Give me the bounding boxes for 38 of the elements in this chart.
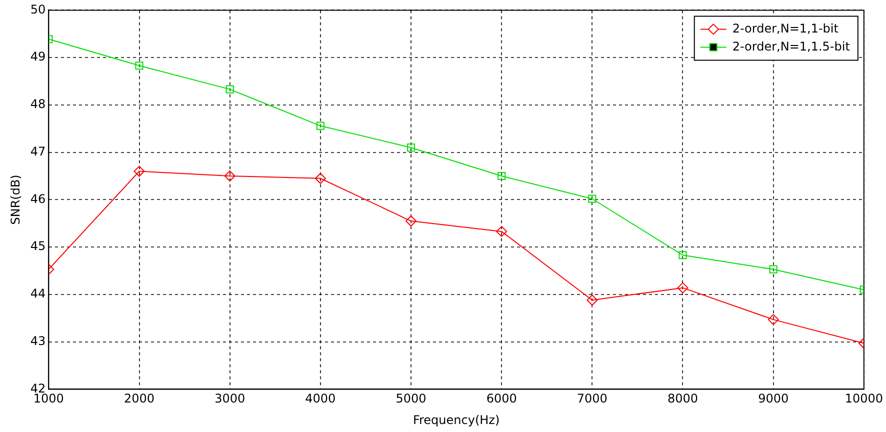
x-tick-label: 7000 (576, 392, 608, 406)
y-tick-label: 43 (30, 334, 46, 348)
y-tick-label: 47 (30, 144, 46, 158)
point (769, 265, 778, 274)
legend-label: 2-order,N=1,1.5-bit (732, 39, 850, 54)
point (406, 144, 416, 152)
point (678, 251, 687, 260)
y-tick-label: 44 (30, 286, 46, 301)
y-tick-label: 45 (30, 239, 46, 254)
point (316, 122, 324, 130)
legend-label: 2-order,N=1,1-bit (732, 21, 839, 36)
y-axis-title: SNR(dB) (8, 174, 22, 225)
x-tick-label: 3000 (214, 392, 246, 406)
x-tick-label: 6000 (486, 392, 517, 406)
x-tick-label: 9000 (758, 392, 789, 406)
point (314, 172, 326, 184)
point (134, 166, 145, 177)
x-tick-label: 4000 (305, 392, 336, 406)
x-tick-label: 1000 (33, 392, 64, 406)
point (496, 226, 508, 237)
y-tick-label: 50 (30, 2, 46, 16)
x-tick-label: 2000 (124, 392, 155, 406)
point (586, 294, 598, 306)
point (768, 314, 779, 326)
x-tick-label: 5000 (396, 392, 426, 406)
point (498, 172, 506, 180)
point (135, 62, 144, 70)
y-tick-label: 48 (30, 97, 46, 112)
x-tick-label: 10000 (844, 392, 884, 406)
point (677, 282, 688, 294)
x-tick-label: 8000 (667, 392, 698, 406)
y-tick-label: 46 (30, 192, 46, 206)
point (226, 85, 234, 94)
x-axis-title: Frequency(Hz) (412, 412, 500, 427)
point (406, 216, 416, 227)
y-tick-label: 49 (30, 50, 46, 64)
point (224, 170, 236, 182)
point (588, 194, 596, 203)
